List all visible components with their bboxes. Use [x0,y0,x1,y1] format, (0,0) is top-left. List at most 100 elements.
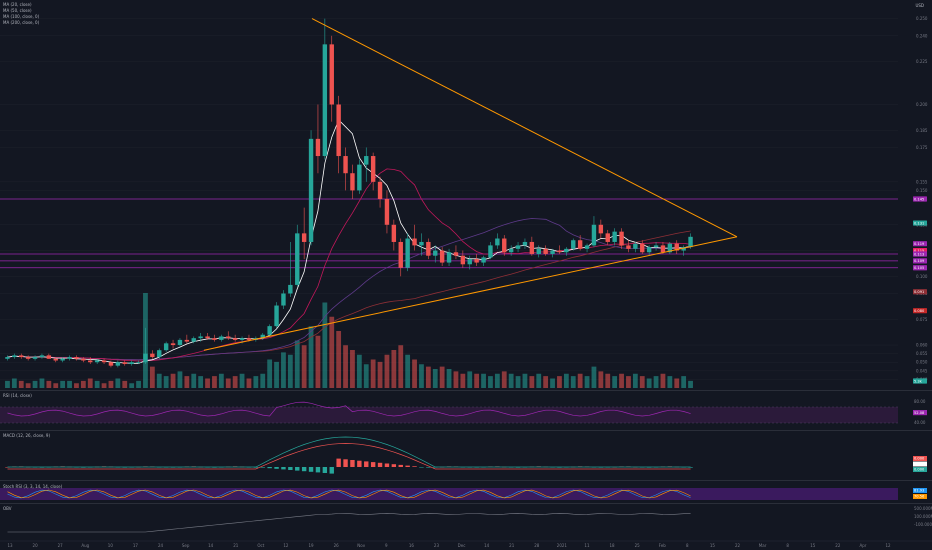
macd-bar [267,467,272,469]
macd-bar [274,467,279,469]
pane-separator-rsi[interactable] [0,390,932,391]
candle-body [184,339,190,342]
stoch-value-bg [913,494,927,499]
pane-separator-obv[interactable] [0,503,932,504]
candle-body [74,357,79,359]
price-tick-label: 0.045 [916,368,928,373]
candle-body [405,238,410,268]
rsi-line [7,401,691,417]
volume-bar [336,331,342,388]
macd-histogram [5,458,693,474]
candle-body [688,236,693,248]
candle [529,236,535,256]
time-tick-label: 14 [484,543,490,548]
candle [170,339,176,349]
volume-bar [322,302,328,388]
pane-separator-stoch[interactable] [0,480,932,481]
time-tick-label: 8 [686,543,689,548]
price-badge: 0.113 [913,251,927,257]
candle-body [25,357,31,359]
rsi-pane-label: RSI (14, close) [3,393,32,398]
time-tick-label: Nov [357,543,365,548]
volume-bar [80,380,86,388]
candle [143,327,148,364]
candle [122,360,127,366]
time-tick-label: 11 [584,543,590,548]
candle-body [226,336,231,339]
candle-body [115,362,121,366]
price-badge-bg [913,220,927,226]
candle [667,241,673,254]
candle [619,228,624,249]
candle [267,324,272,337]
legend-ma-50: MA (50, close) [3,8,32,13]
price-badge: 0.080 [913,308,927,314]
volume-bar [501,371,507,388]
candle-body [502,238,507,253]
candle-body [239,338,245,340]
time-tick-label: 28 [534,543,540,548]
price-badge-bg [913,308,927,314]
price-badge: 0.119 [913,241,927,247]
macd-bar [5,467,10,468]
macd-value-label: 0.000 [914,457,925,461]
time-tick-label: 10 [108,543,114,548]
candle-body [426,241,431,256]
candle-body [446,252,452,263]
volume-bar [412,359,417,388]
candle [46,353,52,359]
time-axis: 13 20 27 Aug 10 17 24 Sep 14 21 Oct 12 19 26 Nov 9 16 23 D… [0,540,932,548]
time-tick-label: 26 [334,543,340,548]
candle-body [398,241,403,268]
candle [612,228,617,246]
macd-pane-label: MACD (12, 26, close, 9) [3,433,51,438]
volume-bar [432,369,438,388]
candle-body [315,138,321,157]
volume-bar [253,376,259,388]
stoch-pane-label: Stoch RSI (3, 3, 14, 14, close) [3,484,63,489]
volume-bar [32,380,38,388]
volume-bar [474,373,480,388]
price-badge-bg [913,289,927,295]
price-badge-label: 0.113 [914,252,924,256]
candle [163,341,169,352]
volume-bar [398,345,404,388]
price-tick-label: 0.175 [916,145,928,150]
time-tick-label: 21 [233,543,239,548]
candle-body [481,257,486,263]
volume-bar [18,380,24,388]
price-tick-label: 0.185 [916,128,928,133]
candle-body [232,338,238,340]
currency-label: USD [915,3,924,8]
volume-bar [570,376,576,388]
price-badge-label: 0.109 [914,259,925,263]
macd-bar [301,467,307,472]
candle [598,219,604,239]
time-tick-label: Sep [182,543,190,548]
price-badge-label: 0.091 [914,290,924,294]
volume-bar [384,354,390,388]
candle [405,233,410,272]
volume-bar [350,350,355,388]
volume-bar [74,383,79,388]
volume-bar [439,366,445,388]
candle [439,247,445,267]
price-badge-label: 0.080 [914,309,925,313]
candle-body [101,360,107,363]
candle-body [301,233,307,242]
time-tick-label: 8 [786,543,789,548]
pane-separator-macd[interactable] [0,430,932,431]
candle [460,250,466,268]
candle [295,224,300,287]
ma-20-line [7,119,691,364]
candle-body [191,338,196,342]
candle [377,176,383,208]
volume-bar [405,354,411,388]
candle-body [626,245,631,249]
candle [281,290,286,309]
candle [508,245,514,256]
candle [412,224,417,251]
time-tick-label: 25 [635,543,641,548]
time-tick-label: 20 [33,543,39,548]
